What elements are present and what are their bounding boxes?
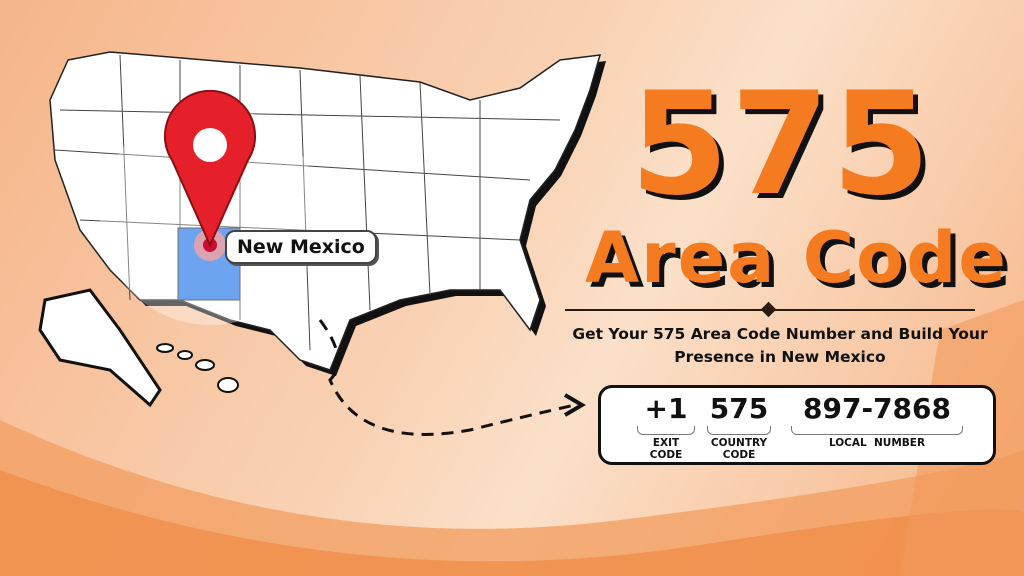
state-label: New Mexico	[225, 230, 377, 264]
local-number-label: LOCAL NUMBER	[828, 437, 926, 449]
exit-code-value: +1	[644, 392, 688, 425]
bracket	[707, 426, 771, 435]
local-number-value: 897-7868	[803, 392, 951, 425]
country-code: 575 COUNTRY CODE	[707, 392, 771, 461]
bracket	[637, 426, 695, 435]
background-swoosh	[0, 470, 1024, 576]
usa-map	[38, 51, 606, 408]
headline-title: Area Code	[585, 217, 1008, 299]
dashed-arrow-icon	[318, 319, 576, 436]
arrow-head-icon	[563, 393, 586, 417]
bracket	[791, 426, 963, 435]
area-code-number: 575	[630, 62, 933, 227]
country-code-label: COUNTRY CODE	[710, 437, 768, 461]
map-pin-icon	[164, 89, 256, 261]
phone-number-card: +1 EXIT CODE 575 COUNTRY CODE 897-7868 L…	[598, 385, 996, 465]
local-number: 897-7868 LOCAL NUMBER	[791, 392, 963, 449]
exit-code: +1 EXIT CODE	[637, 392, 695, 461]
subtitle: Get Your 575 Area Code Number and Build …	[572, 325, 988, 366]
exit-code-label: EXIT CODE	[649, 437, 683, 461]
alaska	[38, 288, 162, 408]
country-code-value: 575	[709, 392, 769, 425]
hawaii	[156, 343, 239, 393]
